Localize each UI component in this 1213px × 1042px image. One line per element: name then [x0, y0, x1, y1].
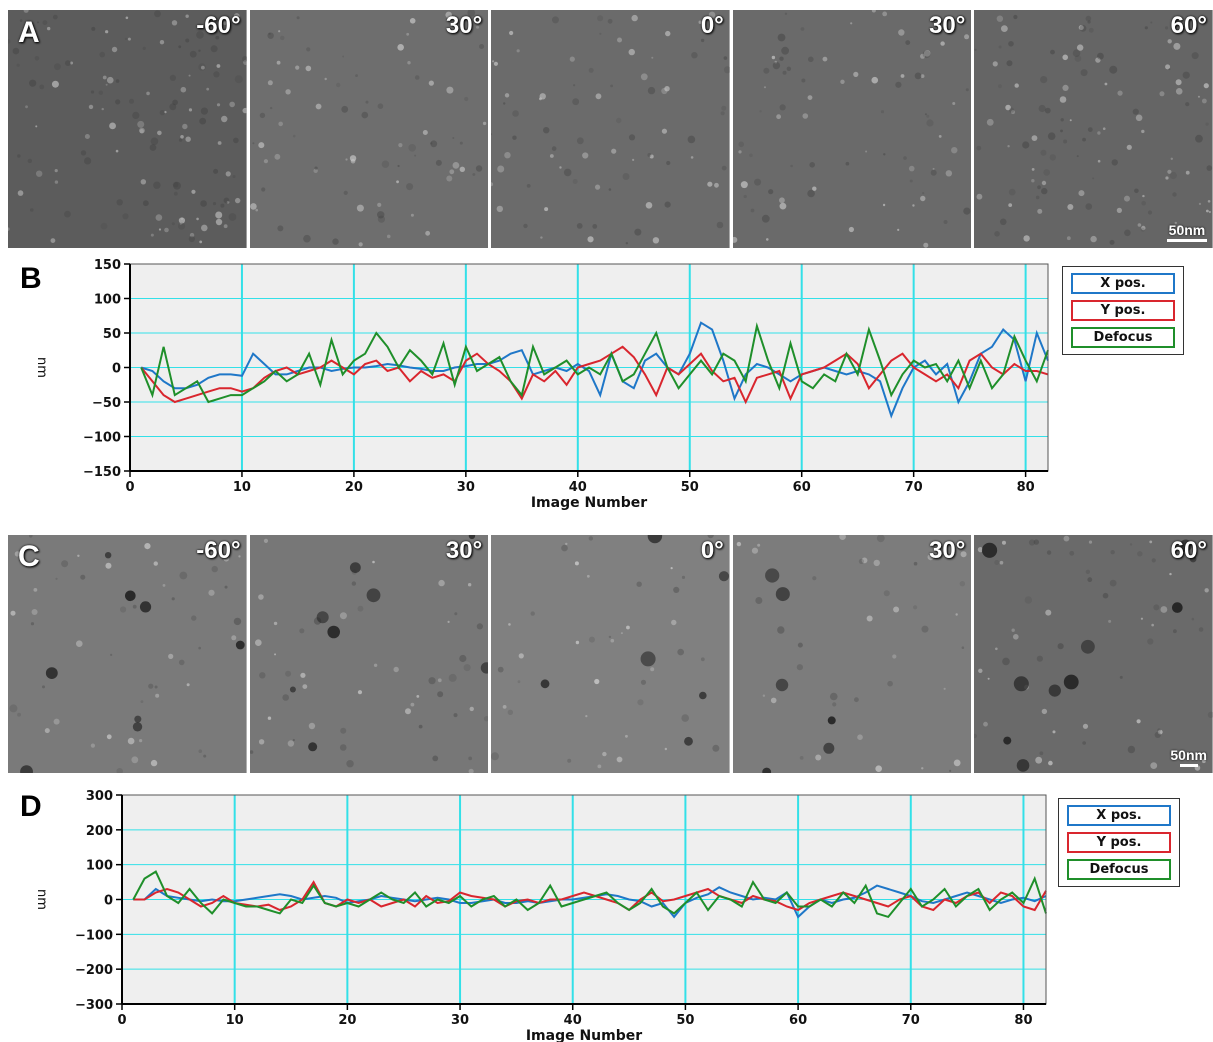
micrograph-a-5: 60° 50nm [974, 10, 1213, 248]
panel-letter-b: B [20, 262, 42, 295]
y-tick-label: −300 [75, 998, 113, 1013]
micrograph-a-1: -60° [8, 10, 247, 248]
panel-letter-d: D [20, 790, 42, 823]
x-tick-label: 60 [789, 1013, 807, 1028]
tilt-angle-label: 30° [445, 537, 483, 564]
series-line-defocus [132, 870, 1047, 919]
micrograph-a-4: 30° [732, 10, 972, 248]
x-tick-label: 10 [233, 480, 251, 495]
micrograph-strip-a: -60° 30° 0° 30° 60° 50nm [8, 10, 1213, 248]
x-tick-label: 50 [681, 480, 699, 495]
tilt-angle-label: -60° [196, 12, 241, 39]
x-axis-label: Image Number [526, 1028, 642, 1042]
y-tick-label: −100 [75, 928, 113, 943]
x-tick-label: 10 [226, 1013, 244, 1028]
tilt-angle-label: 60° [1170, 537, 1207, 564]
y-tick-label: −100 [83, 431, 121, 446]
x-tick-label: 0 [117, 1013, 126, 1028]
x-tick-label: 0 [125, 480, 134, 495]
y-tick-label: −150 [83, 465, 121, 480]
micrograph-c-2: 30° [249, 535, 489, 773]
x-tick-label: 80 [1017, 480, 1035, 495]
y-tick-label: 150 [94, 258, 121, 273]
x-tick-label: 20 [345, 480, 363, 495]
micrograph-a-3: 0° [491, 10, 730, 248]
x-tick-label: 40 [569, 480, 587, 495]
tilt-angle-label: 0° [700, 12, 724, 39]
y-tick-label: 100 [86, 859, 113, 874]
x-tick-label: 60 [793, 480, 811, 495]
y-axis-label: nm [34, 357, 49, 378]
legend-item-y-pos: Y pos. [1071, 300, 1175, 321]
y-tick-label: 50 [103, 327, 121, 342]
x-tick-label: 70 [905, 480, 923, 495]
series-line-y-pos [140, 345, 1049, 405]
tilt-angle-label: -60° [196, 537, 241, 564]
legend-item-y-pos: Y pos. [1067, 832, 1171, 853]
x-tick-label: 50 [676, 1013, 694, 1028]
scale-bar-label: 50nm [1170, 747, 1207, 763]
series-line-x-pos [140, 321, 1049, 419]
legend-item-defocus: Defocus [1071, 327, 1175, 348]
legend-item-x-pos: X pos. [1067, 805, 1171, 826]
scale-bar-label: 50nm [1168, 222, 1206, 238]
chart-d: 0 10 20 30 40 50 60 70 80 300 200 100 0 −100 −200 −300 I… [34, 789, 1047, 1042]
tilt-angle-label: 30° [445, 12, 483, 39]
panel-letter-c: C [18, 540, 40, 573]
y-tick-label: 300 [86, 789, 113, 804]
micrograph-c-5: 60° 50nm [974, 535, 1213, 773]
micrograph-c-1: -60° [8, 535, 247, 773]
micrograph-c-3: 0° [491, 535, 730, 773]
scale-bar-c: 50nm [1170, 747, 1207, 767]
tilt-angle-label: 0° [700, 537, 724, 564]
y-tick-label: 0 [112, 362, 121, 377]
series-line-defocus [140, 322, 1049, 404]
x-tick-label: 30 [451, 1013, 469, 1028]
y-tick-label: −50 [92, 396, 121, 411]
y-tick-label: 200 [86, 824, 113, 839]
legend-item-x-pos: X pos. [1071, 273, 1175, 294]
legend-b: X pos. Y pos. Defocus [1062, 266, 1184, 355]
chart-b: 0 10 20 30 40 50 60 70 80 150 100 50 0 −50 −100 −150 Ima… [34, 258, 1049, 511]
tilt-angle-label: 30° [929, 537, 966, 564]
tilt-angle-label: 30° [929, 12, 966, 39]
y-tick-label: 100 [94, 293, 121, 308]
x-tick-label: 20 [338, 1013, 356, 1028]
legend-d: X pos. Y pos. Defocus [1058, 798, 1180, 887]
scale-bar-a: 50nm [1166, 222, 1207, 242]
micrograph-c-4: 30° [732, 535, 972, 773]
legend-item-defocus: Defocus [1067, 859, 1171, 880]
y-tick-label: 0 [104, 894, 113, 909]
micrograph-strip-c: -60° 30° 0° 30° 60° 50nm [8, 535, 1213, 773]
panel-letter-a: A [18, 16, 40, 49]
micrograph-a-2: 30° [249, 10, 489, 248]
y-tick-label: −200 [75, 963, 113, 978]
x-tick-label: 80 [1014, 1013, 1032, 1028]
x-tick-label: 30 [457, 480, 475, 495]
x-axis-label: Image Number [531, 495, 647, 511]
tilt-angle-label: 60° [1170, 12, 1207, 39]
y-axis-label: nm [34, 889, 49, 910]
series-line-y-pos [133, 880, 1047, 912]
x-tick-label: 70 [902, 1013, 920, 1028]
x-tick-label: 40 [564, 1013, 582, 1028]
